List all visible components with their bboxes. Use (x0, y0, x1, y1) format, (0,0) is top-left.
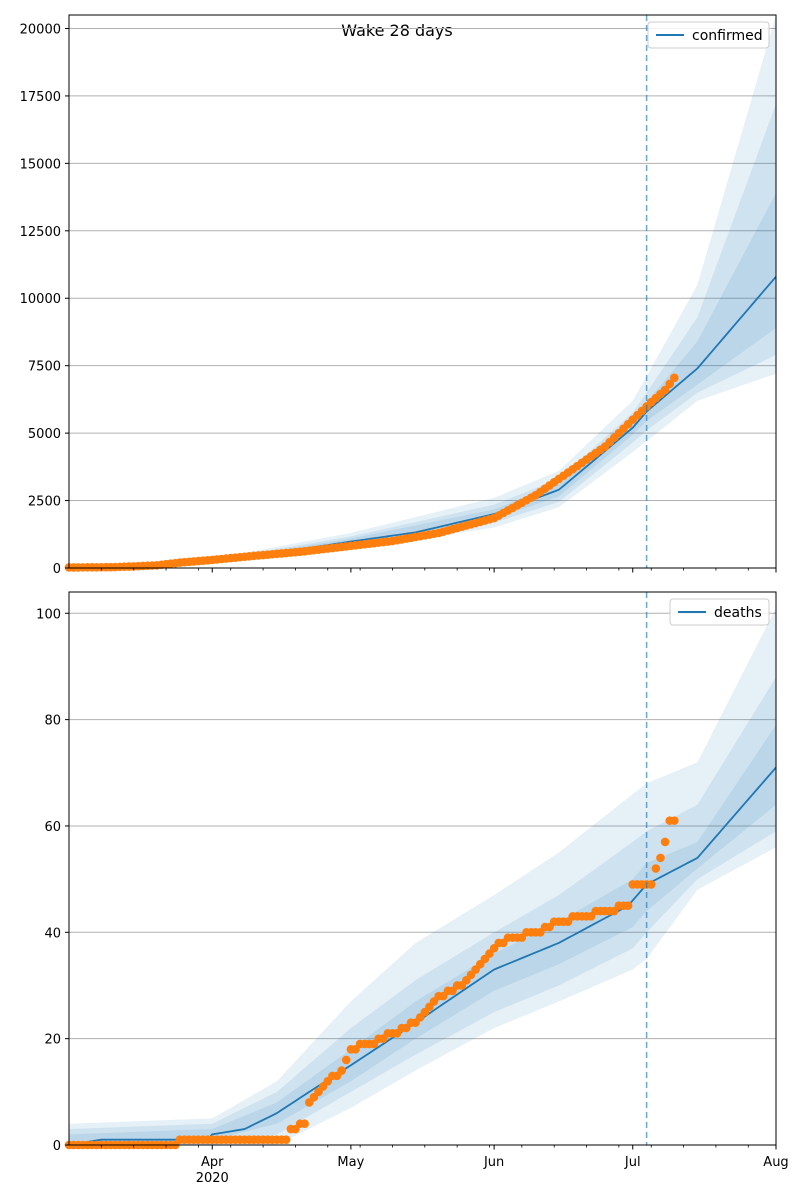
observed-point (660, 837, 670, 847)
y-tick-label: 40 (44, 926, 61, 941)
observed-point (670, 816, 679, 825)
confidence-band-outer (69, 607, 776, 1145)
y-tick-label: 60 (44, 820, 61, 835)
y-tick-label: 17500 (20, 90, 61, 105)
y-tick-label: 5000 (28, 427, 61, 442)
observed-point (670, 373, 679, 383)
y-tick-label: 12500 (20, 225, 61, 240)
axes-frame (68, 14, 777, 569)
x-tick-label: Aug (763, 1155, 788, 1170)
y-tick-label: 7500 (28, 360, 61, 375)
x-tick-label: Jul (624, 1155, 641, 1170)
x-tick-label: Jun (483, 1155, 504, 1170)
observed-point (656, 853, 665, 863)
legend-label: deaths (714, 605, 762, 621)
observed-point (341, 1055, 351, 1065)
y-tick-label: 100 (36, 607, 61, 622)
x-tick-sublabel: 2020 (196, 1171, 229, 1186)
legend-box (669, 598, 770, 626)
x-tick-label: May (337, 1155, 364, 1170)
y-tick-label: 10000 (20, 292, 61, 307)
y-tick-label: 20 (44, 1033, 61, 1048)
y-tick-label: 80 (44, 714, 61, 729)
legend-box (647, 21, 770, 49)
y-tick-label: 0 (53, 1139, 61, 1154)
y-tick-label: 20000 (20, 22, 61, 37)
y-tick-label: 15000 (20, 157, 61, 172)
observed-point (651, 864, 661, 873)
confirmed-panel: 0 2500 5000 7500 10000 12500 15000 17500 20000 co… (20, 14, 777, 577)
observed-point (646, 880, 656, 889)
observed-point (665, 379, 675, 389)
y-tick-label: 0 (53, 562, 61, 577)
observed-point (300, 1119, 309, 1129)
observed-point (660, 385, 670, 395)
observed-point (281, 1135, 291, 1144)
figure-title: Wake 28 days (341, 21, 452, 40)
axes-frame (68, 591, 777, 1146)
observed-point (337, 1066, 346, 1075)
y-tick-label: 2500 (28, 495, 61, 510)
x-tick-label: Apr (201, 1155, 224, 1170)
observed-point (623, 901, 633, 911)
legend-label: confirmed (692, 28, 763, 44)
confidence-band-middle (69, 677, 776, 1145)
